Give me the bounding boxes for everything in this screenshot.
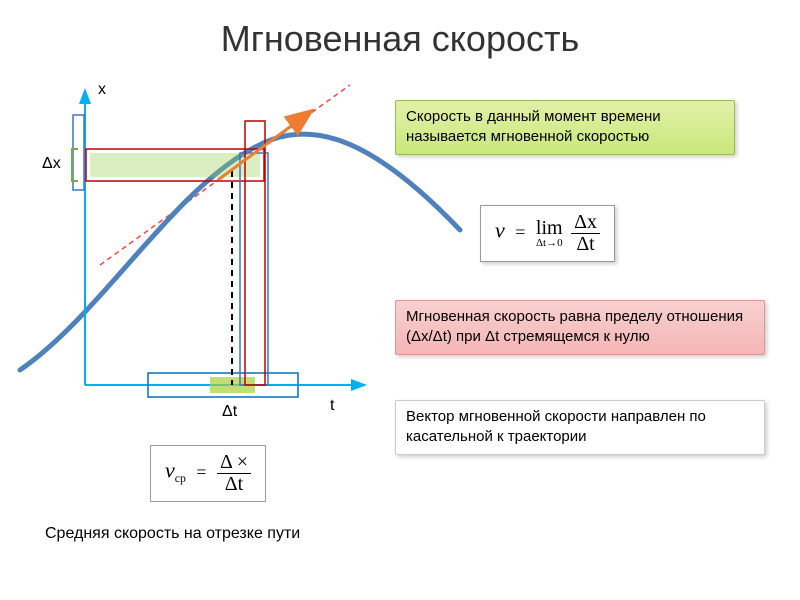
formula-den: Δt: [571, 234, 600, 255]
definition-box: Скорость в данный момент времени называе…: [395, 100, 735, 155]
page-title: Мгновенная скорость: [0, 0, 800, 60]
delta-x-label: Δх: [42, 155, 61, 173]
limit-explain-box: Мгновенная скорость равна пределу отноше…: [395, 300, 765, 355]
limit-formula: v = lim Δt→0 Δx Δt: [480, 205, 615, 262]
formula-num: Δx: [571, 212, 600, 234]
formula-lim: lim: [536, 218, 563, 238]
avg-v: v: [165, 458, 175, 483]
avg-formula: vср = Δ × Δt: [150, 445, 266, 502]
velocity-chart: x Δх t Δt: [40, 85, 380, 425]
formula-limsub: Δt→0: [536, 238, 563, 249]
avg-den: Δt: [217, 474, 251, 495]
avg-caption: Средняя скорость на отрезке пути: [45, 525, 300, 543]
vector-box: Вектор мгновенной скорости направлен по …: [395, 400, 765, 455]
avg-eq: =: [190, 462, 212, 482]
axis-x-label: x: [98, 81, 106, 99]
delta-t-label: Δt: [222, 403, 237, 421]
formula-eq: =: [509, 222, 531, 242]
axis-t-label: t: [330, 397, 334, 415]
formula-v: v: [495, 218, 505, 243]
avg-sub: ср: [175, 472, 186, 485]
avg-num: Δ ×: [217, 452, 251, 474]
